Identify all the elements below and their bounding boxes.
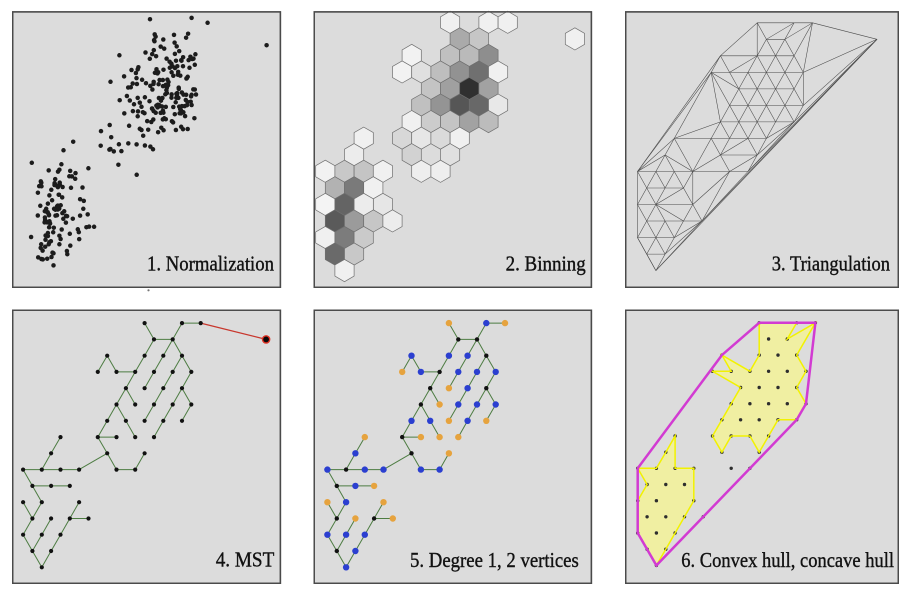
- svg-text:3. Triangulation: 3. Triangulation: [772, 251, 890, 275]
- svg-text:5. Degree 1, 2 vertices: 5. Degree 1, 2 vertices: [410, 548, 579, 572]
- svg-text:1. Normalization: 1. Normalization: [147, 252, 274, 276]
- svg-text:2. Binning: 2. Binning: [506, 251, 586, 275]
- svg-text:4. MST: 4. MST: [216, 548, 275, 572]
- svg-text:6. Convex hull, concave hull: 6. Convex hull, concave hull: [681, 548, 894, 572]
